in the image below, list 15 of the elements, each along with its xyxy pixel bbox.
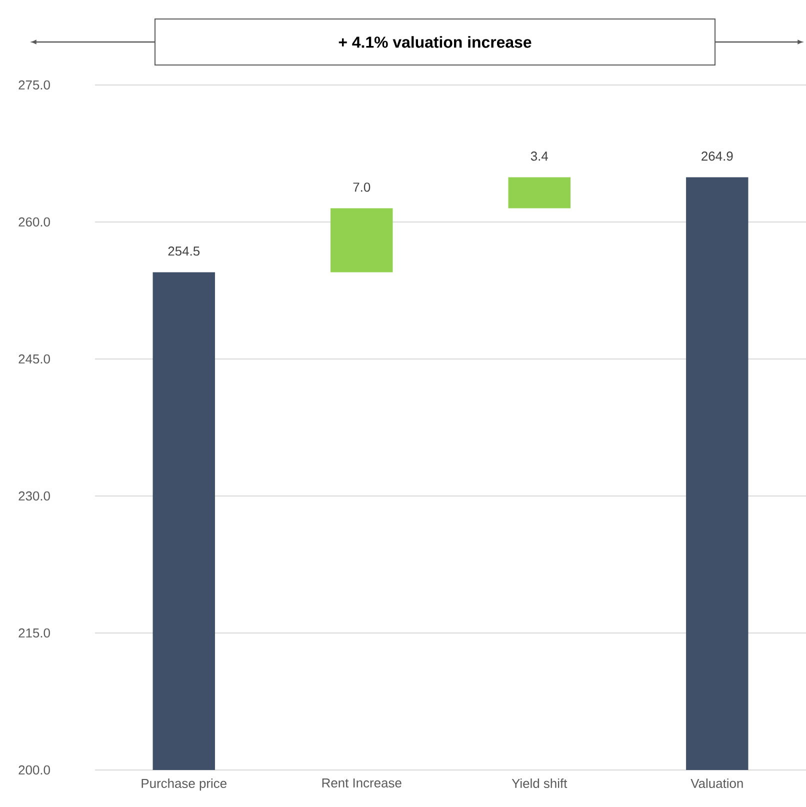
x-tick-label: Purchase price (142, 778, 226, 791)
data-label: 254.5 (168, 246, 200, 256)
x-tick-label: Rent Increase (322, 778, 402, 788)
y-tick-label: 260.0 (18, 217, 50, 227)
y-tick-label: 275.0 (18, 80, 50, 90)
y-tick-label: 245.0 (18, 354, 50, 364)
data-label: 3.4 (530, 152, 548, 161)
data-label: 264.9 (702, 152, 733, 161)
y-tick-label: 230.0 (18, 491, 50, 501)
x-tick-label: Yield shift (512, 778, 568, 788)
x-tick-label: Valuation (690, 778, 743, 788)
text: + 4.1% valuation increase (338, 36, 532, 48)
y-tick-label: 215.0 (18, 628, 50, 638)
y-tick-label: 200.0 (18, 765, 50, 775)
data-label: 7.0 (353, 182, 370, 192)
